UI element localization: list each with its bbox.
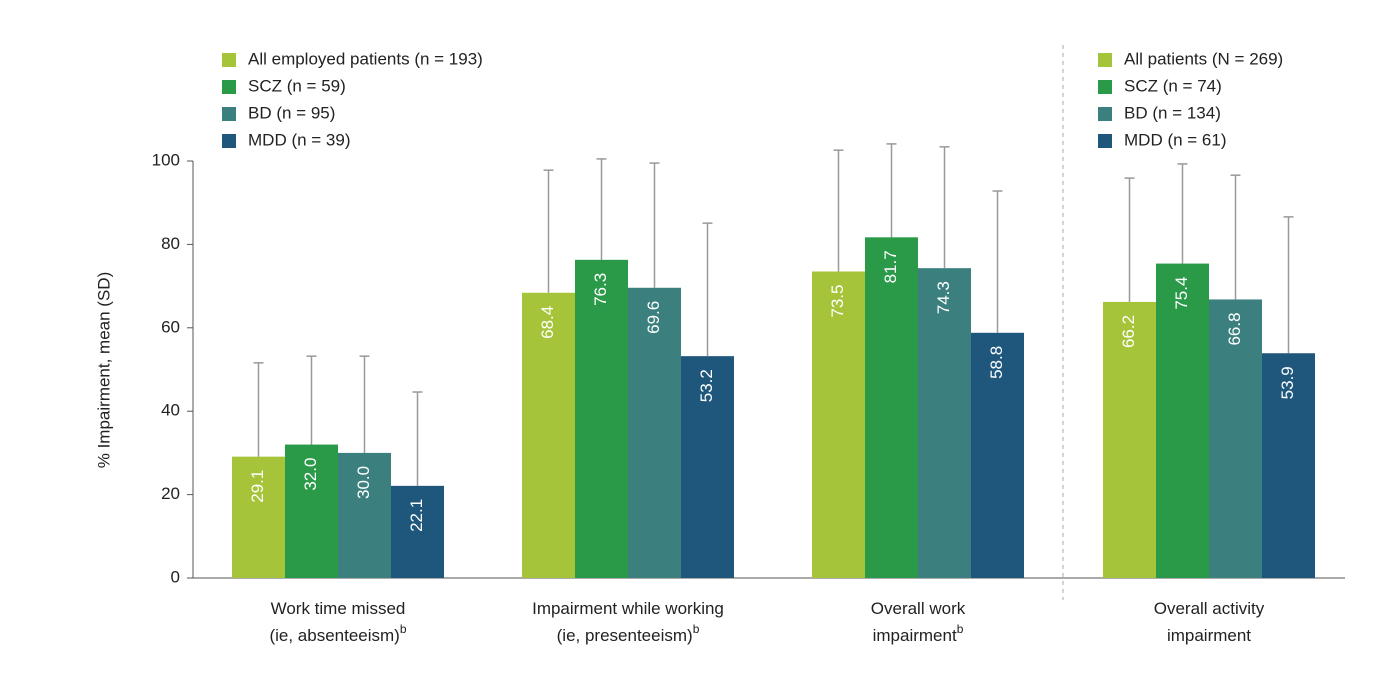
value-label: 30.0 [354,466,373,499]
y-tick-label: 60 [161,317,180,336]
y-tick-label: 100 [152,150,180,169]
y-tick-label: 0 [171,567,180,586]
legend-swatch [1098,134,1112,148]
bar [681,356,734,578]
bar [1209,299,1262,578]
value-label: 73.5 [828,285,847,318]
value-label: 81.7 [881,250,900,283]
value-label: 29.1 [248,470,267,503]
bar [1103,301,1156,578]
value-label: 53.2 [697,369,716,402]
legend-swatch [222,53,236,67]
bar [918,268,971,578]
x-tick-label: impairmentb [873,622,964,645]
x-tick-label-line: Work time missed [271,599,406,618]
legend-swatch [1098,53,1112,67]
bar [865,237,918,578]
x-tick-label-line: (ie, presenteeism) [557,626,693,645]
value-label: 76.3 [591,273,610,306]
bar [1262,353,1315,578]
x-tick-label-line: (ie, absenteeism) [269,626,399,645]
x-tick-label: (ie, absenteeism)b [269,622,406,645]
bar [391,485,444,578]
legend-label: All patients (N = 269) [1124,49,1283,68]
legend-swatch [222,134,236,148]
x-tick-label-line: Overall activity [1154,599,1265,618]
footnote-marker: b [693,622,700,636]
value-label: 68.4 [538,306,557,339]
legend-swatch [222,107,236,121]
legend-swatch [1098,80,1112,94]
y-axis-label: % Impairment, mean (SD) [94,272,113,469]
x-tick-label: impairment [1167,626,1251,645]
bar [971,332,1024,578]
x-tick-label: Overall activity [1154,599,1265,618]
bar [232,456,285,578]
y-tick-label: 80 [161,234,180,253]
legend-label: MDD (n = 39) [248,130,351,149]
bar [338,452,391,578]
value-label: 69.6 [644,301,663,334]
footnote-marker: b [957,622,964,636]
bar [628,287,681,578]
x-tick-label-line: impairment [1167,626,1251,645]
value-label: 53.9 [1278,366,1297,399]
value-label: 74.3 [934,281,953,314]
x-tick-label: Overall work [871,599,966,618]
x-tick-label: Impairment while working [532,599,724,618]
y-tick-label: 40 [161,401,180,420]
legend-label: All employed patients (n = 193) [248,49,483,68]
bar [812,271,865,578]
bar [1156,263,1209,578]
value-label: 32.0 [301,458,320,491]
legend-label: SCZ (n = 74) [1124,76,1222,95]
legend-swatch [1098,107,1112,121]
value-label: 58.8 [987,346,1006,379]
x-tick-label-line: impairment [873,626,957,645]
value-label: 66.8 [1225,312,1244,345]
legend-swatch [222,80,236,94]
y-tick-label: 20 [161,484,180,503]
x-tick-label: Work time missed [271,599,406,618]
value-label: 75.4 [1172,277,1191,310]
legend-label: BD (n = 95) [248,103,335,122]
value-label: 66.2 [1119,315,1138,348]
bar [285,444,338,578]
legend-label: MDD (n = 61) [1124,130,1227,149]
footnote-marker: b [400,622,407,636]
value-label: 22.1 [407,499,426,532]
x-tick-label: (ie, presenteeism)b [557,622,700,645]
bar [575,259,628,578]
x-tick-label-line: Overall work [871,599,966,618]
bar [522,292,575,578]
legend-label: BD (n = 134) [1124,103,1221,122]
legend-label: SCZ (n = 59) [248,76,346,95]
x-tick-label-line: Impairment while working [532,599,724,618]
